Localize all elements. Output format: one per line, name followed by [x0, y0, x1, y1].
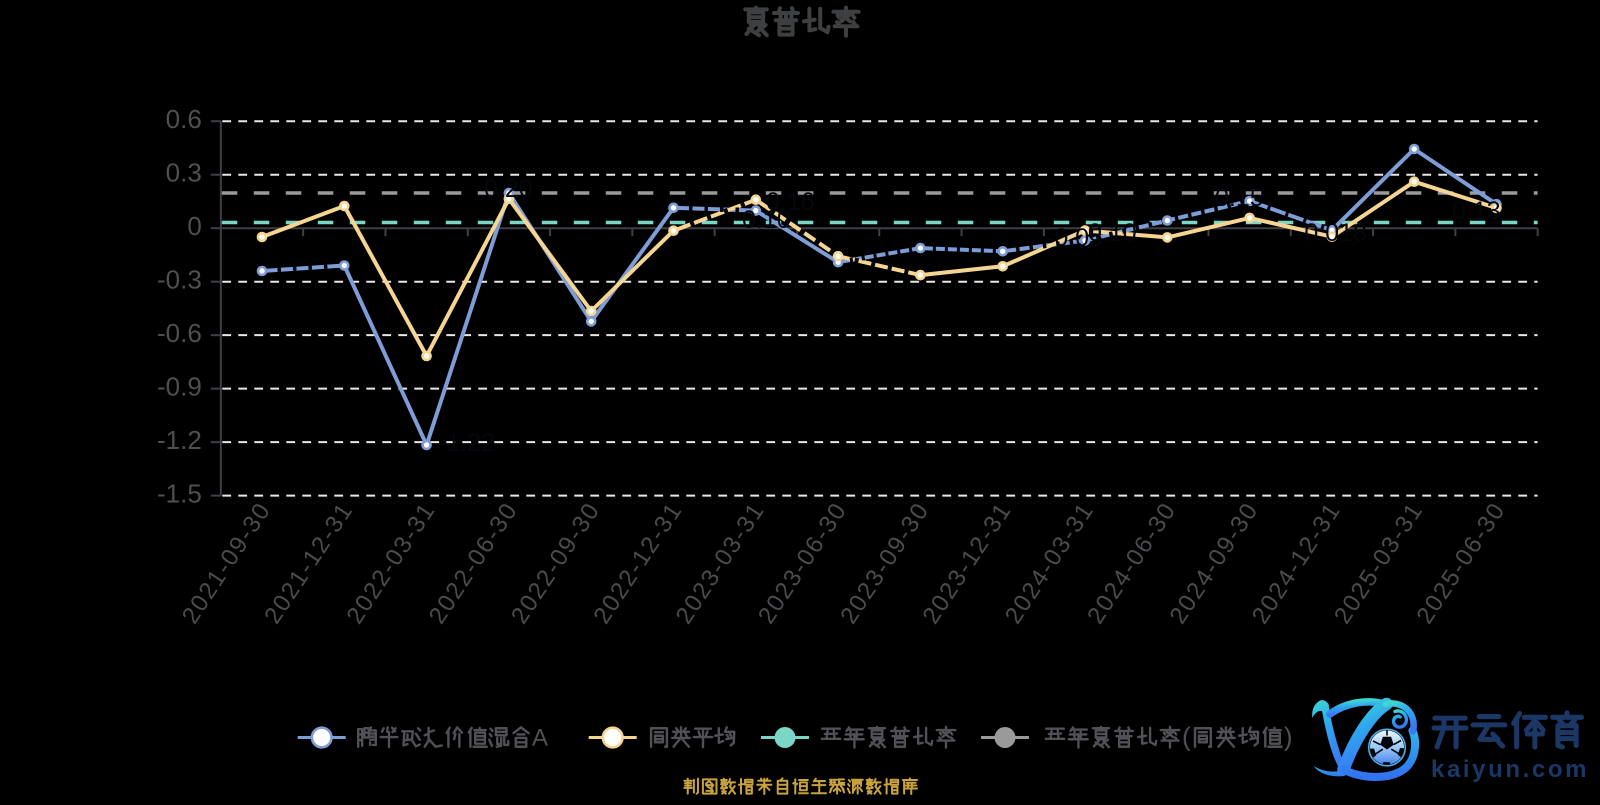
svg-text:): ): [1284, 721, 1293, 751]
svg-text:0.10: 0.10: [1088, 219, 1137, 247]
svg-text:0.3: 0.3: [166, 158, 202, 188]
svg-text:2025-06-30: 2025-06-30: [1411, 497, 1511, 628]
svg-text:0.15: 0.15: [1215, 184, 1264, 212]
svg-text:0.10: 0.10: [742, 206, 791, 234]
svg-text:0.6: 0.6: [166, 104, 202, 134]
svg-text:-1.22: -1.22: [438, 429, 495, 457]
svg-text:-0.3: -0.3: [157, 265, 202, 295]
svg-text:-1.2: -1.2: [157, 425, 202, 455]
svg-text:0.16: 0.16: [766, 188, 815, 216]
svg-text:-0.9: -0.9: [157, 372, 202, 402]
svg-text:-1.5: -1.5: [157, 479, 202, 509]
svg-text:-0.05: -0.05: [1046, 224, 1103, 252]
svg-text:A: A: [532, 724, 548, 751]
svg-text:-0.6: -0.6: [157, 318, 202, 348]
svg-text:(: (: [1182, 721, 1191, 751]
svg-text:0: 0: [187, 211, 201, 241]
svg-text:kaiyun.com: kaiyun.com: [1431, 756, 1589, 783]
svg-text:-0.018: -0.018: [1296, 219, 1367, 247]
svg-text:0.20: 0.20: [484, 175, 533, 203]
svg-text:0.13: 0.13: [1452, 197, 1501, 225]
